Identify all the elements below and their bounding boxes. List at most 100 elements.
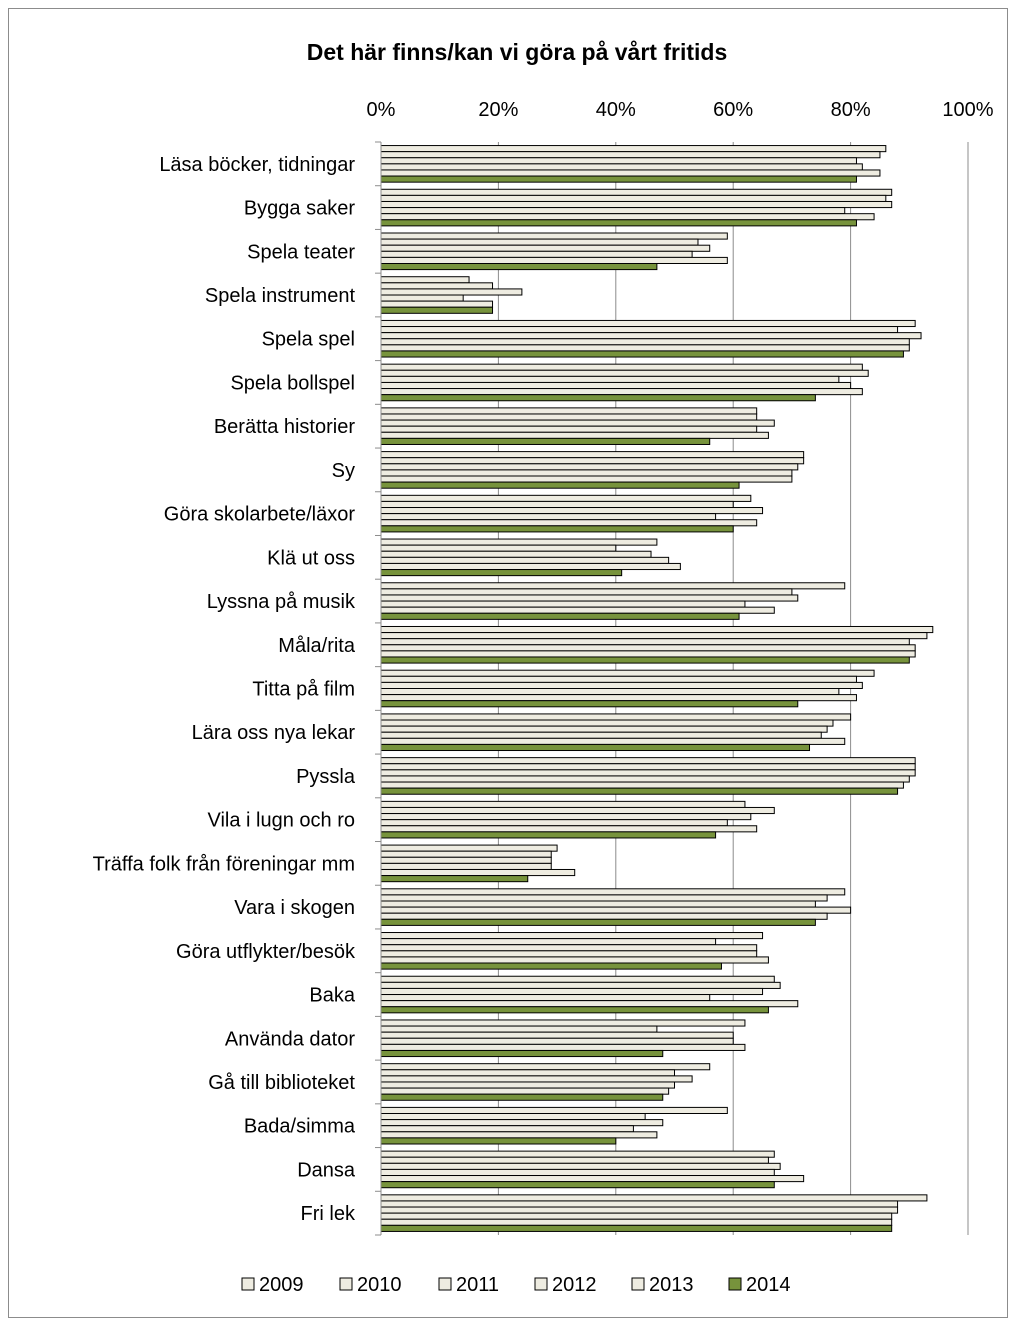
legend-swatch [631, 1277, 645, 1291]
bar-2012 [380, 250, 693, 258]
y-axis [375, 141, 382, 1236]
bar-2012 [380, 775, 910, 783]
bar-2013 [380, 388, 863, 396]
bar-2013 [380, 1218, 893, 1226]
bar-2012 [380, 469, 793, 477]
bar-2009 [380, 1150, 775, 1158]
bar-2009 [380, 932, 764, 940]
bar-2010 [380, 369, 869, 377]
bar-2013 [380, 1043, 746, 1051]
bar-2012 [380, 644, 916, 652]
bar-2010 [380, 632, 928, 640]
category-label: Dansa [297, 1159, 356, 1181]
bar-2010 [380, 194, 887, 202]
bar-2010 [380, 282, 494, 290]
legend-swatch [241, 1277, 255, 1291]
bar-2009 [380, 276, 470, 284]
bar-2011 [380, 550, 652, 558]
bar-2011 [380, 332, 922, 340]
bar-2011 [380, 594, 799, 602]
bar-2012 [380, 1168, 775, 1177]
category-label: Använda dator [225, 1028, 355, 1050]
bar-2009 [380, 1106, 728, 1115]
category-labels: Läsa böcker, tidningar Bygga saker Spela t… [93, 154, 356, 1225]
bar-2013 [380, 781, 904, 789]
bar-2012 [380, 1081, 675, 1089]
x-tick-label: 40% [596, 99, 636, 121]
bar-2013 [380, 956, 769, 964]
bar-2014 [380, 612, 740, 620]
bar-2010 [380, 938, 717, 946]
bar-2014 [380, 1049, 664, 1058]
bar-2011 [380, 813, 752, 821]
bar-2014 [380, 1093, 664, 1101]
bar-2011 [380, 1206, 899, 1214]
bar-2012 [380, 994, 711, 1002]
bar-2013 [380, 868, 576, 877]
category-label: Lyssna på musik [207, 591, 356, 613]
category-label: Bygga saker [244, 198, 356, 220]
bar-2011 [380, 681, 863, 690]
legend-label: 2009 [259, 1274, 304, 1296]
bar-2014 [380, 700, 799, 708]
bar-2011 [380, 419, 775, 427]
bar-2010 [380, 806, 775, 815]
bar-2013 [380, 1131, 658, 1139]
bar-2010 [380, 326, 899, 334]
category-label: Fri lek [301, 1203, 356, 1225]
category-label: Sy [332, 460, 355, 482]
bar-2014 [380, 962, 722, 970]
x-tick-label: 0% [367, 99, 396, 121]
bar-2012 [380, 862, 552, 870]
bar-2012 [380, 1212, 893, 1220]
bar-2013 [380, 606, 775, 614]
category-label: Måla/rita [278, 635, 356, 657]
bar-2010 [380, 850, 552, 858]
legend-swatch [534, 1277, 548, 1291]
bar-2012 [380, 163, 863, 171]
category-label: Träffa folk från föreningar mm [93, 853, 355, 875]
category-label: Baka [309, 985, 355, 1007]
bar-2011 [380, 200, 893, 209]
bar-2012 [380, 381, 852, 390]
bar-2013 [380, 256, 728, 264]
bar-2014 [380, 875, 529, 883]
bar-2010 [380, 1156, 769, 1164]
bar-2010 [380, 1113, 646, 1121]
bar-2009 [380, 451, 805, 459]
bar-2014 [380, 831, 717, 839]
bar-2012 [380, 338, 910, 346]
bar-2011 [380, 900, 816, 908]
bar-2014 [380, 175, 857, 183]
legend-swatch [728, 1277, 742, 1291]
legend-label: 2010 [357, 1274, 402, 1296]
bar-2009 [380, 494, 752, 502]
category-label: Gå till biblioteket [208, 1072, 355, 1094]
bar-2014 [380, 569, 623, 577]
bar-2014 [380, 306, 494, 314]
x-tick-label: 20% [478, 99, 518, 121]
legend-swatch [339, 1277, 353, 1291]
bar-2012 [380, 556, 670, 564]
bar-2014 [380, 1181, 775, 1189]
bar-2009 [380, 538, 658, 546]
bar-2011 [380, 244, 711, 252]
bar-2009 [380, 407, 758, 415]
bar-2009 [380, 800, 746, 808]
bar-2009 [380, 363, 863, 371]
bar-2011 [380, 463, 799, 471]
bar-2012 [380, 1037, 734, 1045]
bar-2009 [380, 319, 916, 328]
bar-2012 [380, 731, 822, 739]
bar-2011 [380, 157, 857, 165]
bar-2012 [380, 950, 758, 958]
bar-2014 [380, 394, 816, 402]
bar-2013 [380, 344, 910, 352]
category-label: Spela bollspel [230, 372, 355, 394]
bar-2010 [380, 1069, 675, 1077]
category-label: Pyssla [296, 766, 356, 788]
bar-2010 [380, 763, 916, 771]
bar-2013 [380, 737, 846, 745]
bar-2011 [380, 1119, 664, 1127]
bar-2011 [380, 769, 916, 777]
